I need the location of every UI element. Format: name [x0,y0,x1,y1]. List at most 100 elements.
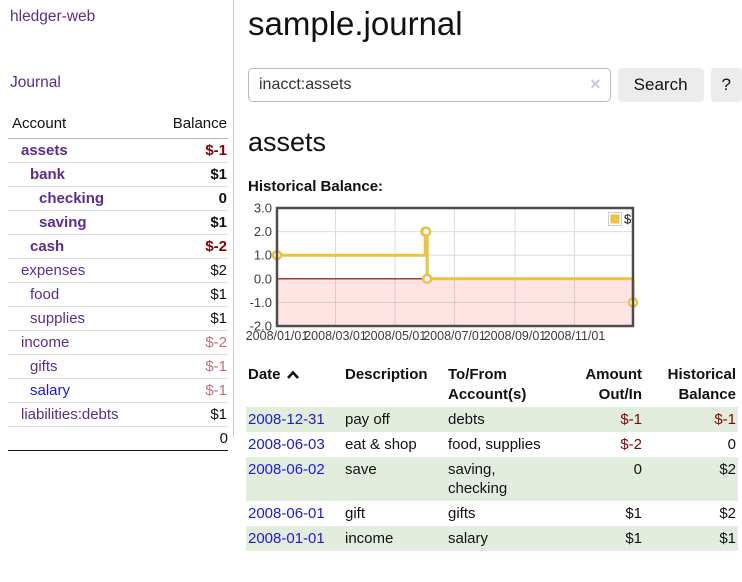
account-link[interactable]: checking [39,190,105,207]
transaction-date-link[interactable]: 2008-12-31 [248,411,325,428]
account-name-cell: salary [8,378,152,403]
svg-text:1.0: 1.0 [254,248,272,263]
transaction-accounts: food, supplies [448,436,541,453]
chart-legend: $ [608,212,632,227]
account-row: liabilities:debts $1 [8,402,228,427]
accounts-header-account: Account [8,112,152,139]
account-row: gifts $-1 [8,354,228,379]
account-link[interactable]: food [30,286,60,303]
transaction-date-link[interactable]: 2008-06-02 [248,461,325,478]
transaction-date-cell: 2008-01-01 [246,526,343,551]
transaction-description: income [345,530,394,547]
account-balance: $-1 [151,378,228,403]
account-heading: assets [248,127,327,157]
account-row: checking 0 [8,186,228,211]
register-header-description: Description [345,366,428,383]
account-link[interactable]: liabilities:debts [21,406,119,423]
historical-balance-chart[interactable]: 3.0 2.0 1.0 0.0 -1.0 -2.02008/01/012008/03/01… [246,203,742,345]
search-box: × [248,68,611,102]
account-row: salary $-1 [8,378,228,403]
account-link[interactable]: income [21,334,70,351]
svg-text:2.0: 2.0 [254,224,272,239]
account-balance: $1 [151,402,228,427]
transaction-date-cell: 2008-12-31 [246,407,343,432]
svg-text:2008/09/01: 2008/09/01 [484,329,547,343]
account-balance: 0 [151,186,228,211]
svg-text:-2.0: -2.0 [250,319,272,334]
accounts-rows: assets $-1 bank $1 checking 0 saving $1 cash $-2 e… [8,138,228,427]
svg-text:2008/11/01: 2008/11/01 [544,329,606,343]
account-balance: $-2 [151,234,228,259]
sidebar-item-journal[interactable]: Journal [10,74,61,91]
data-point-marker[interactable] [421,273,433,285]
account-row: expenses $2 [8,258,228,283]
register-row: 2008-06-03 eat & shop food, supplies $-2 0 [246,432,738,457]
transaction-date-link[interactable]: 2008-01-01 [248,530,325,547]
accounts-table: Account Balance assets $-1 bank $1 checking 0… [8,112,228,451]
account-balance: $1 [151,210,228,235]
register-row: 2008-01-01 income salary $1 $1 [246,526,738,551]
account-link[interactable]: expenses [21,262,86,279]
svg-text:-1.0: -1.0 [250,295,272,310]
transaction-amount: $1 [625,505,642,522]
transaction-date-link[interactable]: 2008-06-03 [248,436,325,453]
data-point-marker[interactable] [420,226,432,237]
account-name-cell: income [8,330,152,355]
search-input[interactable] [248,68,611,102]
transaction-description: gift [345,505,366,522]
account-link[interactable]: salary [30,382,71,399]
transaction-description: pay off [345,411,390,428]
account-row: income $-2 [8,330,228,355]
clear-search-icon[interactable]: × [590,74,601,94]
app-title-link[interactable]: hledger-web [10,8,96,25]
account-name-cell: saving [8,210,152,235]
transaction-amount: $1 [625,530,642,547]
account-name-cell: gifts [8,354,152,379]
account-row: assets $-1 [8,138,228,163]
search-bar: × Search ? [248,68,742,102]
legend-swatch [610,214,620,224]
help-button[interactable]: ? [710,68,742,102]
transaction-balance: $2 [719,505,736,522]
account-link[interactable]: saving [39,214,87,231]
svg-text:3.0: 3.0 [254,203,272,216]
accounts-total-value: 0 [151,426,228,451]
account-link[interactable]: bank [30,166,66,183]
account-row: food $1 [8,282,228,307]
accounts-header-row: Account Balance [8,112,228,139]
transaction-accounts: gifts [448,505,476,522]
account-balance: $1 [151,162,228,187]
register-header-accounts: To/From Account(s) [448,366,527,403]
register-header-row: Date Description To/From Account(s) Amou… [246,363,738,407]
account-link[interactable]: supplies [30,310,86,327]
account-link[interactable]: gifts [30,358,58,375]
transaction-date-link[interactable]: 2008-06-01 [248,505,325,522]
plot-border [275,206,635,328]
search-button[interactable]: Search [617,68,704,102]
account-name-cell: expenses [8,258,152,283]
account-name-cell: checking [8,186,152,211]
account-name-cell: food [8,282,152,307]
sidebar-divider [233,0,234,437]
register-table: Date Description To/From Account(s) Amou… [246,363,738,551]
sidebar: hledger-web Journal Account Balance asse… [0,0,233,451]
axis-labels: 3.0 2.0 1.0 0.0 -1.0 -2.02008/01/012008/03/01… [246,203,605,343]
transaction-date-cell: 2008-06-02 [246,457,343,501]
account-balance: $-2 [151,330,228,355]
register-header-date[interactable]: Date [246,363,343,407]
svg-text:2008/03/01: 2008/03/01 [304,329,367,343]
register-row: 2008-06-01 gift gifts $1 $2 [246,501,738,526]
chart-container: 3.0 2.0 1.0 0.0 -1.0 -2.0 2008/01/01 2008/03/01… [246,203,742,345]
chart-title: Historical Balance: [248,178,384,195]
transaction-balance: $2 [719,461,736,478]
account-balance: $1 [151,282,228,307]
transaction-description: save [345,461,377,478]
account-balance: $-1 [151,354,228,379]
account-link[interactable]: cash [30,238,65,255]
legend-label: $ [624,212,632,227]
transaction-amount: $-2 [620,436,642,453]
sort-ascending-icon [286,370,299,379]
account-link[interactable]: assets [21,142,68,159]
transaction-amount: $-1 [620,411,642,428]
transaction-description: eat & shop [345,436,417,453]
